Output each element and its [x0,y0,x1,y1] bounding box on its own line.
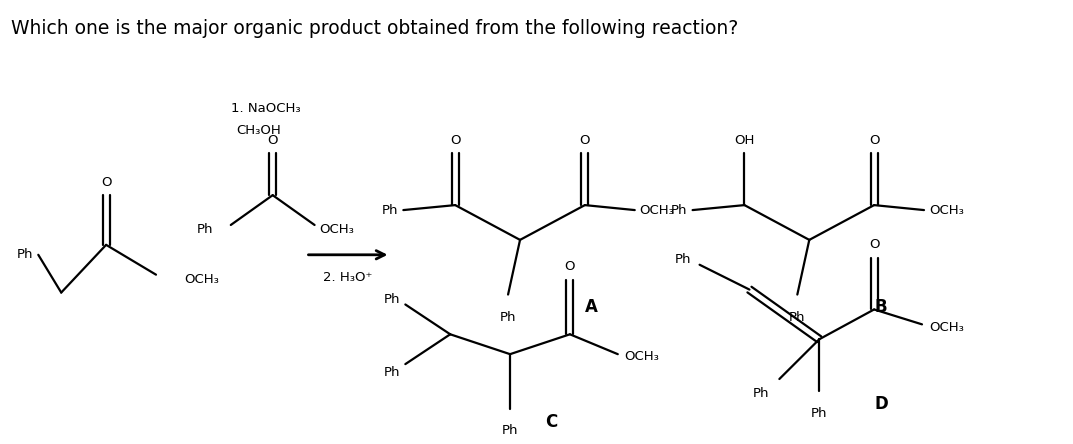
Text: OCH₃: OCH₃ [623,350,659,363]
Text: O: O [450,134,460,147]
Text: Ph: Ph [382,204,398,217]
Text: OH: OH [734,134,754,147]
Text: C: C [545,413,557,431]
Text: Ph: Ph [500,311,516,325]
Text: A: A [585,298,598,317]
Text: OCH₃: OCH₃ [929,204,964,217]
Text: Ph: Ph [789,311,806,325]
Text: O: O [869,238,880,251]
Text: Ph: Ph [196,223,212,237]
Text: Ph: Ph [384,293,400,306]
Text: Ph: Ph [384,365,400,379]
Text: 1. NaOCH₃: 1. NaOCH₃ [231,102,300,115]
Text: O: O [101,176,112,189]
Text: D: D [874,395,887,413]
Text: B: B [874,298,886,317]
Text: Ph: Ph [502,424,518,437]
Text: 2. H₃O⁺: 2. H₃O⁺ [323,271,372,284]
Text: O: O [869,134,880,147]
Text: O: O [267,134,278,147]
Text: Ph: Ph [671,204,688,217]
Text: Ph: Ph [675,253,692,266]
Text: Ph: Ph [753,388,769,400]
Text: OCH₃: OCH₃ [640,204,675,217]
Text: OCH₃: OCH₃ [929,321,964,334]
Text: O: O [564,260,575,273]
Text: O: O [579,134,590,147]
Text: Ph: Ph [811,407,827,420]
Text: OCH₃: OCH₃ [183,273,219,286]
Text: OCH₃: OCH₃ [320,223,354,237]
Text: CH₃OH: CH₃OH [236,124,281,137]
Text: Ph: Ph [16,248,33,261]
Text: Which one is the major organic product obtained from the following reaction?: Which one is the major organic product o… [12,19,738,38]
